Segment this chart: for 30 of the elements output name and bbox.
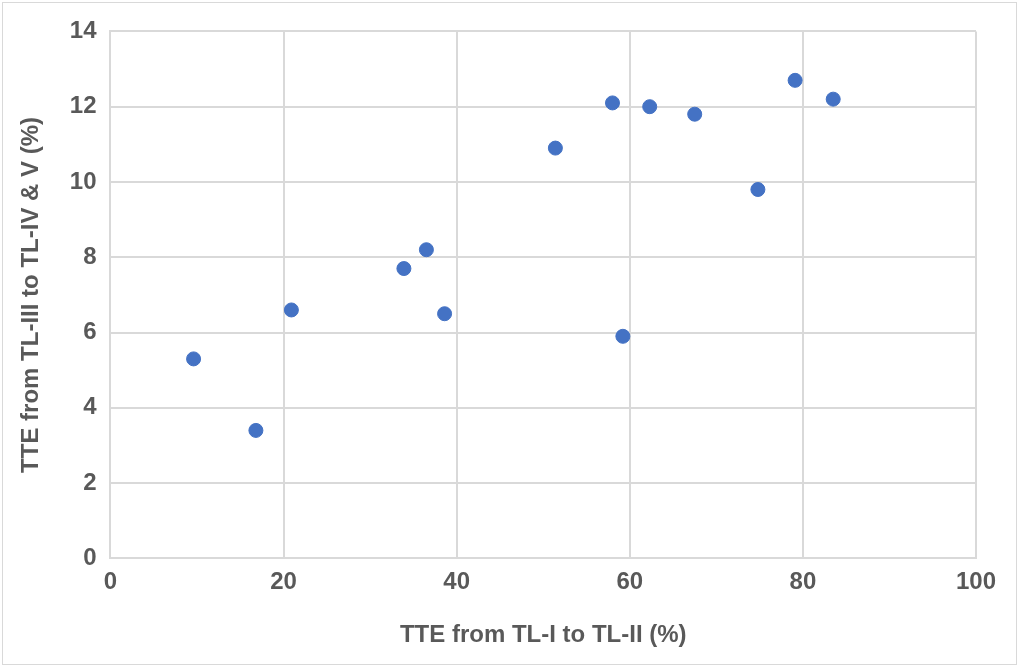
x-tick-label: 80: [789, 567, 817, 595]
point: [604, 95, 620, 111]
y-tick-label: 0: [83, 543, 97, 571]
point: [615, 328, 631, 344]
y-tick-label: 2: [83, 467, 97, 495]
y-tick-label: 12: [69, 91, 97, 119]
y-tick-label: 14: [69, 16, 98, 44]
y-tick-label: 8: [83, 241, 97, 269]
y-axis-title: TTE from TL-III to TL-IV & V (%): [16, 116, 44, 473]
point: [396, 261, 412, 277]
y-tick-label: 6: [83, 317, 97, 345]
point: [248, 422, 264, 438]
point: [825, 91, 841, 107]
point: [418, 242, 434, 258]
point: [750, 182, 766, 197]
x-axis-title: TTE from TL-I to TL-II (%): [399, 620, 687, 648]
point: [186, 351, 202, 367]
x-tick-label: 20: [270, 567, 297, 595]
x-tick-label: 40: [443, 567, 471, 595]
x-tick-label: 100: [955, 567, 997, 595]
point: [687, 106, 703, 122]
point: [642, 99, 658, 115]
x-tick-label: 60: [616, 567, 644, 595]
x-tick-label: 0: [103, 567, 118, 595]
point: [437, 306, 453, 322]
y-tick-label: 4: [83, 392, 98, 420]
point: [547, 140, 563, 156]
point: [787, 72, 803, 88]
y-tick-label: 10: [69, 166, 97, 194]
point: [283, 302, 299, 318]
